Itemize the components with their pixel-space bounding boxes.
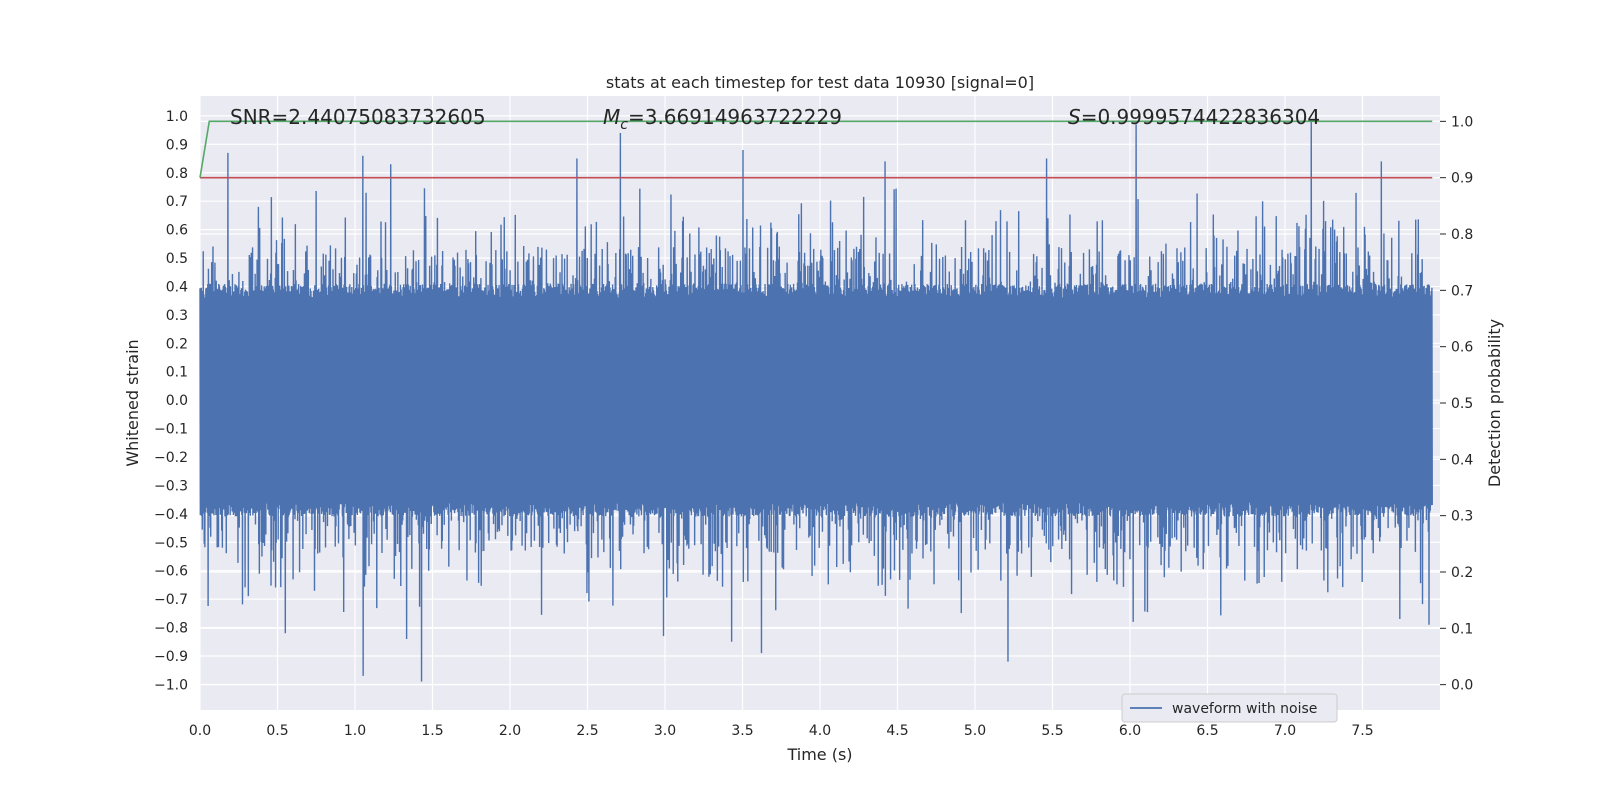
y-tick-label-left: 0.5 bbox=[166, 251, 188, 267]
chirp-mass-subscript: c bbox=[620, 117, 628, 133]
series-line-detection-probability bbox=[199, 120, 1433, 178]
legend-box bbox=[1121, 693, 1338, 723]
x-tick-label: 5.5 bbox=[1041, 723, 1063, 739]
y-tick-label-left: 0.2 bbox=[166, 336, 188, 352]
y-tick-label-right: 0.2 bbox=[1451, 565, 1473, 581]
x-tick-label: 5.0 bbox=[964, 723, 986, 739]
x-tick-label: 7.0 bbox=[1274, 723, 1296, 739]
x-tick-label: 6.5 bbox=[1196, 723, 1218, 739]
x-tick-label: 4.5 bbox=[886, 723, 908, 739]
x-tick-label: 2.5 bbox=[576, 723, 598, 739]
x-tick-label: 0.5 bbox=[266, 723, 288, 739]
x-tick-label: 0.0 bbox=[189, 723, 211, 739]
y-tick-label-left: −0.6 bbox=[154, 564, 188, 580]
s-symbol: S bbox=[1068, 105, 1081, 129]
y-tick-label-right: 0.4 bbox=[1451, 452, 1473, 468]
y-tick-label-left: 0.0 bbox=[166, 393, 188, 409]
chirp-mass-symbol: M bbox=[603, 105, 620, 129]
y-axis-label-left: Whitened strain bbox=[123, 339, 142, 466]
x-tick-label: 2.0 bbox=[499, 723, 521, 739]
chart-title: stats at each timestep for test data 109… bbox=[606, 73, 1034, 92]
x-tick-label: 7.5 bbox=[1351, 723, 1373, 739]
s-value: =0.9999574422836304 bbox=[1081, 105, 1320, 129]
y-tick-label-left: 0.3 bbox=[166, 308, 188, 324]
y-tick-label-left: −1.0 bbox=[154, 677, 188, 693]
x-tick-label: 3.5 bbox=[731, 723, 753, 739]
snr-estimate-annotation: S=0.9999574422836304 bbox=[1068, 105, 1320, 129]
y-tick-label-right: 0.3 bbox=[1451, 509, 1473, 525]
y-tick-label-left: 0.7 bbox=[166, 194, 188, 210]
y-tick-label-left: −0.8 bbox=[154, 621, 188, 637]
y-tick-label-left: 0.1 bbox=[166, 365, 188, 381]
y-tick-label-left: −0.7 bbox=[154, 592, 188, 608]
y-tick-label-right: 0.9 bbox=[1451, 171, 1473, 187]
x-tick-label: 3.0 bbox=[654, 723, 676, 739]
y-tick-label-left: 0.4 bbox=[166, 279, 188, 295]
x-tick-label: 1.5 bbox=[421, 723, 443, 739]
y-tick-label-left: 0.9 bbox=[166, 137, 188, 153]
legend-label-waveform: waveform with noise bbox=[1172, 701, 1317, 717]
y-tick-label-left: −0.5 bbox=[154, 535, 188, 551]
legend: waveform with noise bbox=[1121, 693, 1338, 723]
x-tick-label: 4.0 bbox=[809, 723, 831, 739]
y-tick-label-right: 0.6 bbox=[1451, 340, 1473, 356]
y-tick-label-left: −0.2 bbox=[154, 450, 188, 466]
snr-annotation: SNR=2.44075083732605 bbox=[230, 105, 486, 129]
y-tick-label-left: −0.3 bbox=[154, 478, 188, 494]
series-layer bbox=[199, 120, 1433, 682]
y-tick-label-right: 1.0 bbox=[1451, 114, 1473, 130]
y-tick-label-left: −0.4 bbox=[154, 507, 188, 523]
series-line-waveform-with-noise bbox=[199, 121, 1433, 682]
y-axis-label-right: Detection probability bbox=[1485, 319, 1504, 487]
y-tick-label-right: 0.8 bbox=[1451, 227, 1473, 243]
chirp-mass-annotation: Mc=3.66914963722229 bbox=[603, 105, 842, 133]
y-tick-label-left: 0.8 bbox=[166, 166, 188, 182]
chirp-mass-value: =3.66914963722229 bbox=[628, 105, 842, 129]
y-tick-label-left: 1.0 bbox=[166, 109, 188, 125]
axes-layer: 0.0 0.5 1.0 1.5 2.0 2.5 3.0 3.5 4.0 4.5 5.0 5.5 6.0 6… bbox=[154, 109, 1473, 739]
y-tick-label-left: −0.1 bbox=[154, 422, 188, 438]
y-tick-label-left: −0.9 bbox=[154, 649, 188, 665]
y-tick-label-left: 0.6 bbox=[166, 223, 188, 239]
y-tick-label-right: 0.5 bbox=[1451, 396, 1473, 412]
x-tick-label: 6.0 bbox=[1119, 723, 1141, 739]
y-tick-label-right: 0.1 bbox=[1451, 621, 1473, 637]
y-tick-label-right: 0.7 bbox=[1451, 283, 1473, 299]
y-tick-label-right: 0.0 bbox=[1451, 678, 1473, 694]
x-axis-label: Time (s) bbox=[786, 745, 852, 764]
x-tick-label: 1.0 bbox=[344, 723, 366, 739]
